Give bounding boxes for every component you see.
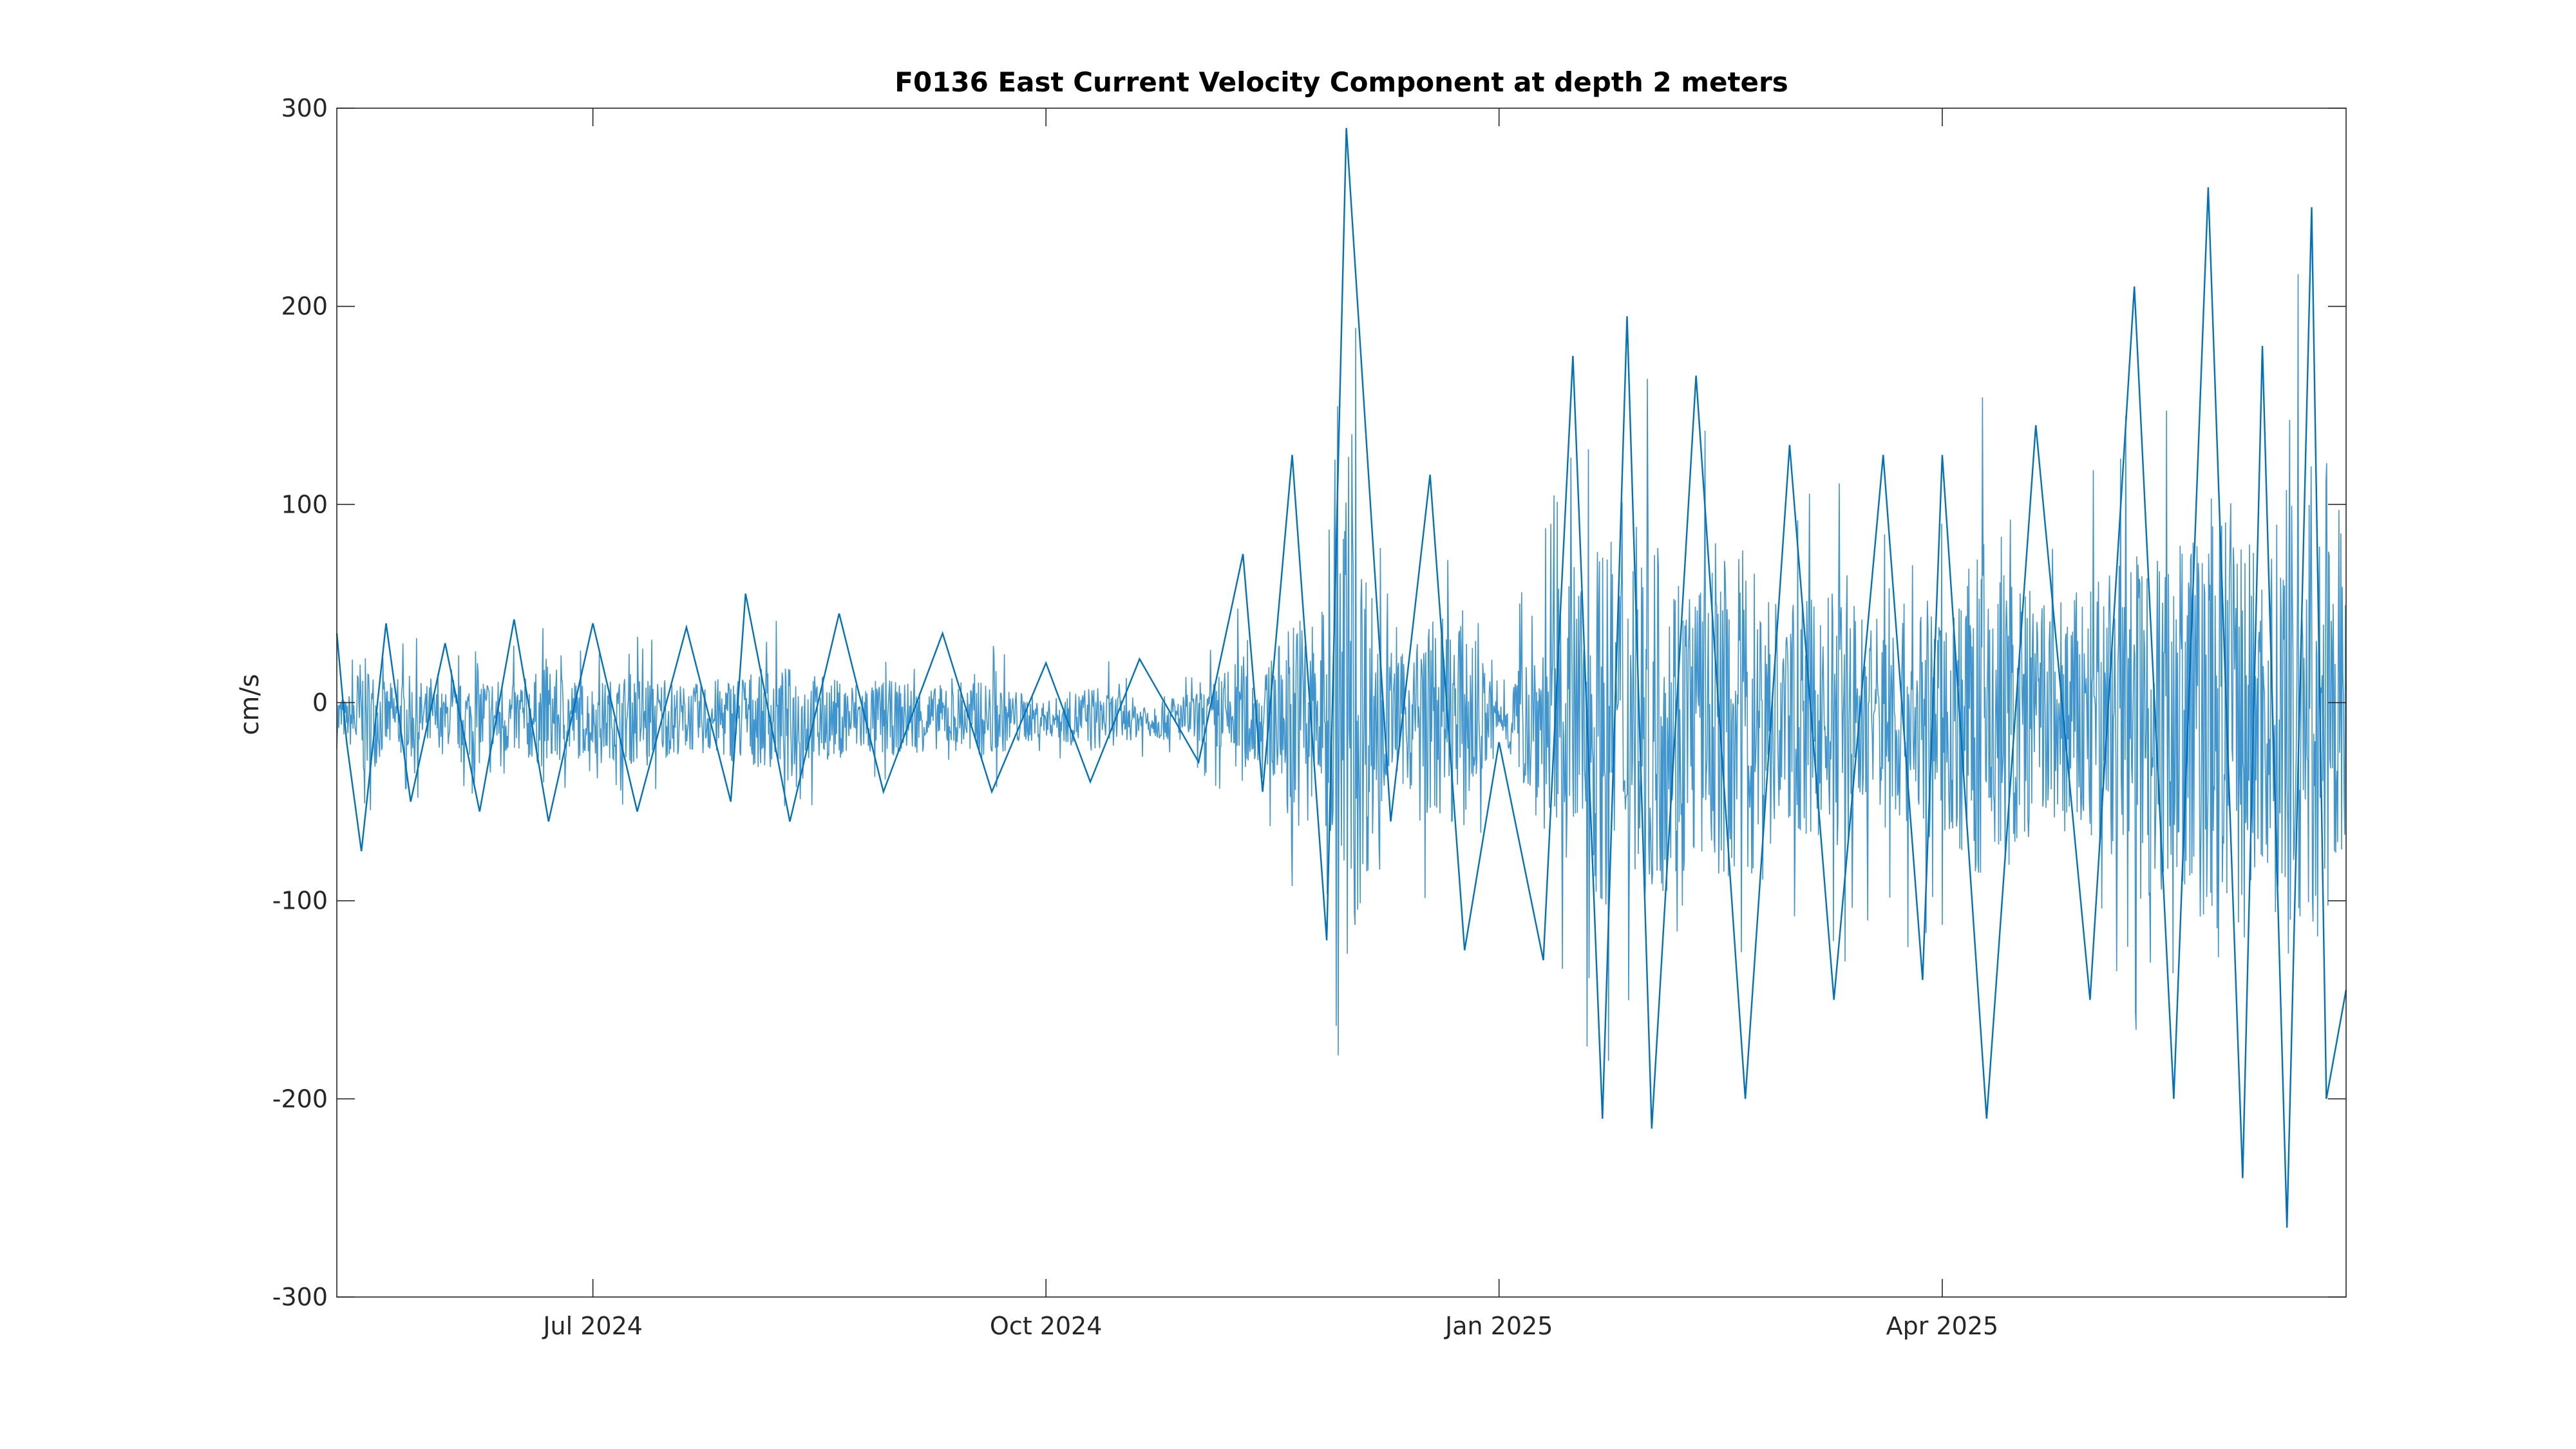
y-tick-label: -200	[272, 1084, 328, 1113]
x-tick-label: Jan 2025	[1444, 1312, 1553, 1340]
x-tick-label: Oct 2024	[990, 1312, 1103, 1340]
axes-group: -300 -200 -100 0 100 200 300 Jul 2024 Oct 2024 Ja…	[272, 94, 2347, 1340]
velocity-series-line	[336, 128, 2347, 1228]
y-tick-label: 100	[281, 490, 328, 518]
chart-title: F0136 East Current Velocity Component at…	[895, 66, 1788, 98]
y-tick-label: -300	[272, 1283, 328, 1311]
y-tick-label: 0	[312, 688, 328, 717]
y-tick-label: 200	[281, 292, 328, 321]
y-tick-label: 300	[281, 94, 328, 122]
velocity-trace-texture	[336, 274, 2347, 1061]
velocity-trace-group	[336, 128, 2347, 1228]
x-tick-label: Jul 2024	[542, 1312, 643, 1340]
x-tick-label: Apr 2025	[1886, 1312, 1999, 1340]
y-tick-label: -100	[272, 887, 328, 915]
